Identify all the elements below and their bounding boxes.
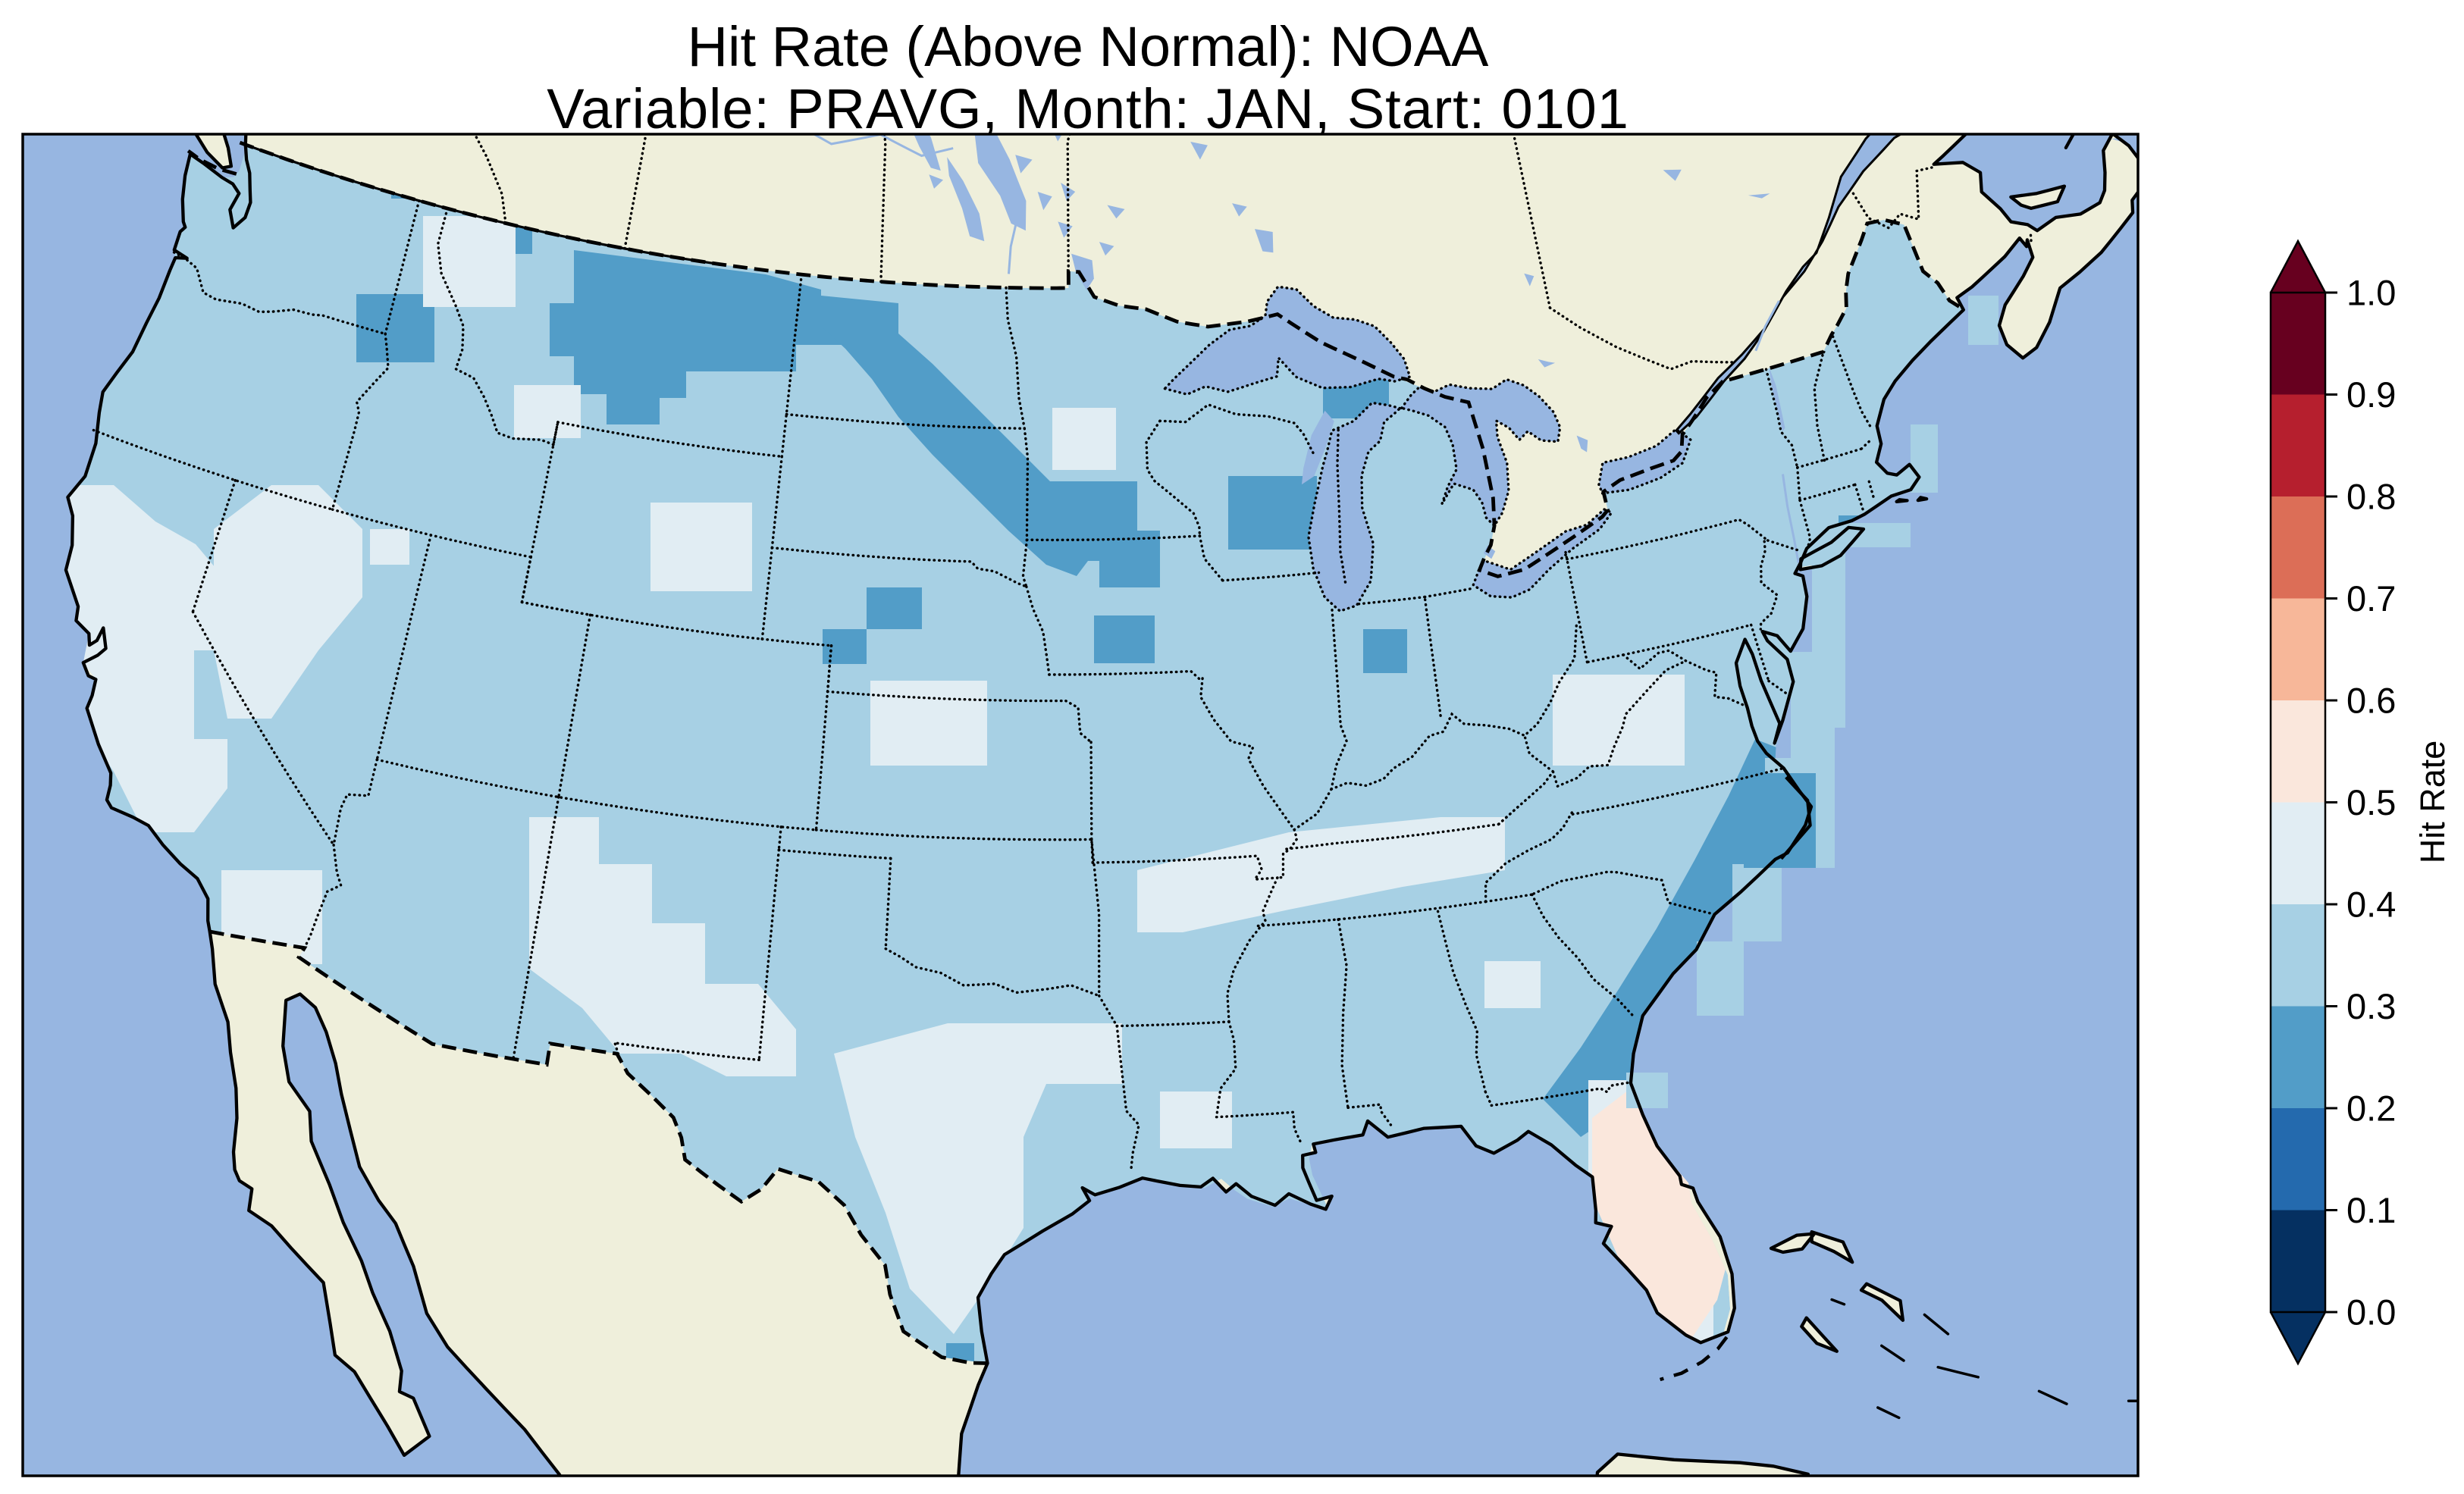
svg-text:0.8: 0.8 [2346,477,2396,517]
svg-text:0.1: 0.1 [2346,1190,2396,1230]
svg-text:0.6: 0.6 [2346,681,2396,721]
svg-text:0.9: 0.9 [2346,374,2396,415]
svg-text:0.5: 0.5 [2346,782,2396,822]
svg-text:1.0: 1.0 [2346,273,2396,313]
svg-text:0.0: 0.0 [2346,1292,2396,1333]
svg-text:0.4: 0.4 [2346,885,2396,925]
svg-text:0.2: 0.2 [2346,1088,2396,1129]
svg-text:0.3: 0.3 [2346,986,2396,1026]
svg-text:0.7: 0.7 [2346,578,2396,619]
svg-text:Hit Rate: Hit Rate [2413,741,2452,864]
